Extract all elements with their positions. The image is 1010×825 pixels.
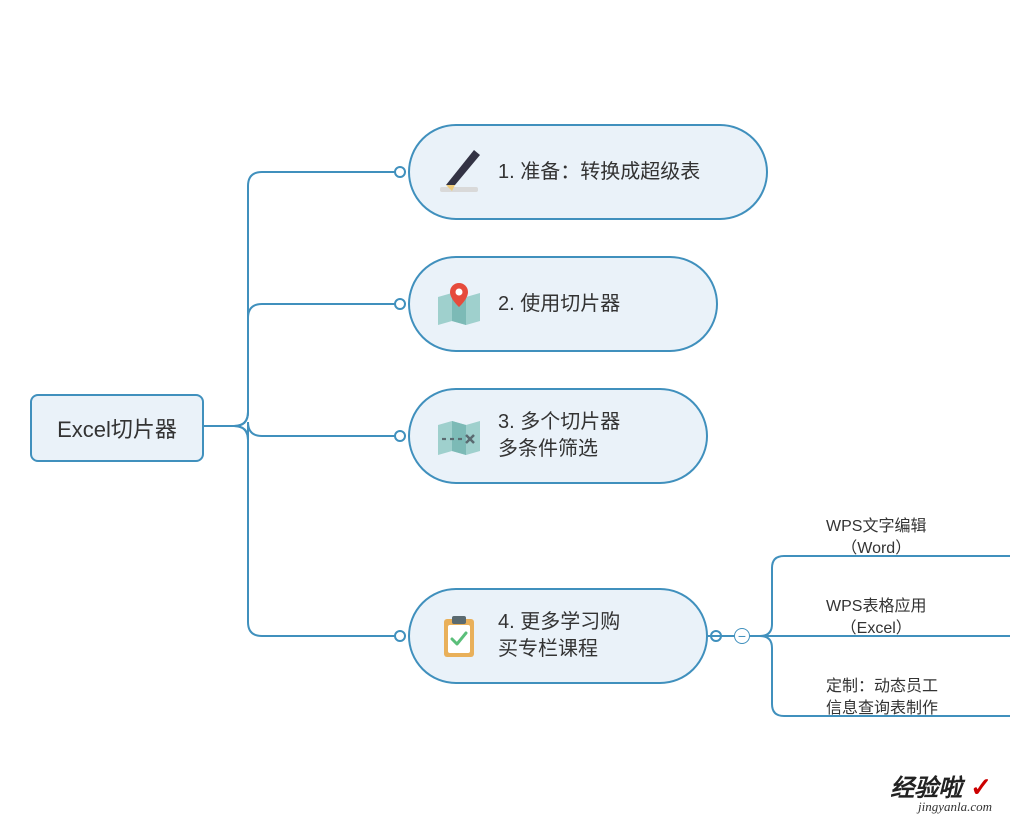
collapse-toggle[interactable]: − <box>734 628 750 644</box>
child-label: 1. 准备：转换成超级表 <box>498 159 700 186</box>
child-node-4: 4. 更多学习购买专栏课程 <box>408 588 708 684</box>
leaf-node: WPS文字编辑（Word） <box>826 516 926 559</box>
map-x-icon <box>434 411 484 461</box>
root-node: Excel切片器 <box>30 394 204 462</box>
clipboard-icon <box>434 611 484 661</box>
leaf-node: WPS表格应用（Excel） <box>826 596 926 639</box>
root-label: Excel切片器 <box>57 412 177 444</box>
leaf-node: 定制：动态员工信息查询表制作 <box>826 676 938 719</box>
watermark-text: 经验啦 <box>890 768 962 803</box>
child-label: 3. 多个切片器多条件筛选 <box>498 409 620 463</box>
child-node-3: 3. 多个切片器多条件筛选 <box>408 388 708 484</box>
map-pin-icon <box>434 279 484 329</box>
watermark: 经验啦 ✓ jingyanla.com <box>890 768 992 815</box>
child-label: 2. 使用切片器 <box>498 291 620 318</box>
child-node-1: 1. 准备：转换成超级表 <box>408 124 768 220</box>
child-label: 4. 更多学习购买专栏课程 <box>498 609 620 663</box>
child-node-2: 2. 使用切片器 <box>408 256 718 352</box>
watermark-check-icon: ✓ <box>970 773 992 802</box>
pen-icon <box>434 147 484 197</box>
